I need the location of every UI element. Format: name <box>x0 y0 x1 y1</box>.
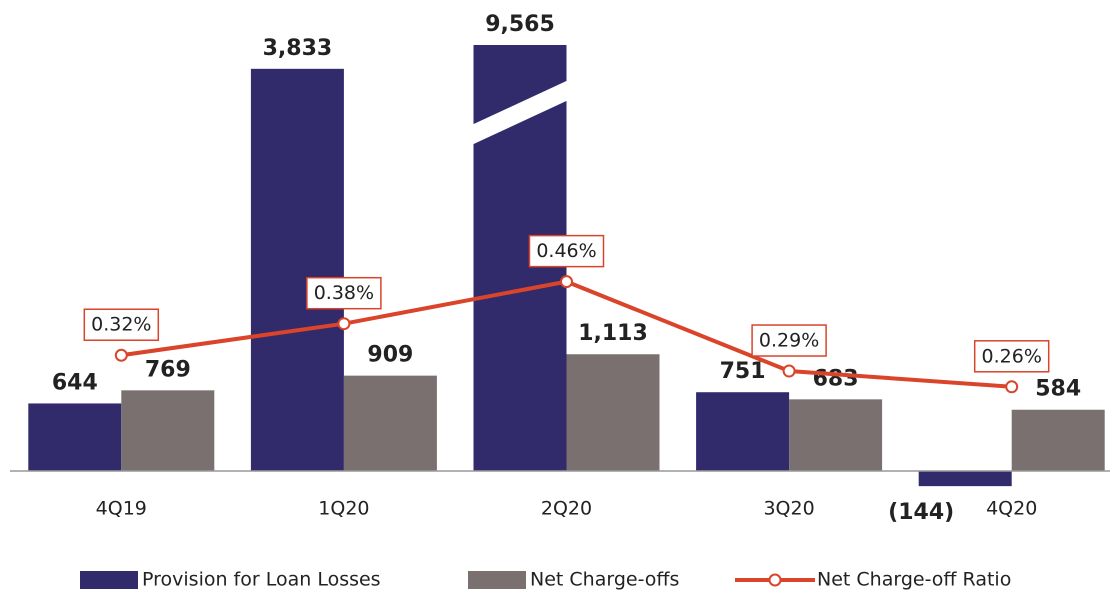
legend-label: Provision for Loan Losses <box>142 569 381 591</box>
ratio-point <box>114 348 128 362</box>
x-tick-label: 3Q20 <box>763 498 814 520</box>
legend-point <box>768 573 782 587</box>
bar <box>28 403 122 472</box>
legend-label: Net Charge-offs <box>530 569 679 591</box>
ratio-point <box>782 364 796 378</box>
value-label: 584 <box>1035 377 1081 402</box>
legend-label: Net Charge-off Ratio <box>817 569 1011 591</box>
ratio-label: 0.32% <box>91 314 151 336</box>
bar <box>1011 409 1105 472</box>
value-label: 909 <box>367 343 413 368</box>
x-tick-label: 1Q20 <box>318 498 369 520</box>
ratio-box <box>83 308 160 341</box>
value-label: 3,833 <box>263 36 333 61</box>
value-label: (144) <box>888 500 954 525</box>
ratio-label: 0.38% <box>314 282 374 304</box>
bar <box>918 471 1012 487</box>
ratio-box <box>528 234 605 268</box>
ratio-box <box>306 276 382 310</box>
ratio-box <box>751 324 827 357</box>
legend-swatch <box>80 571 138 589</box>
ratio-point <box>337 317 351 331</box>
value-label: 1,113 <box>578 321 648 346</box>
ratio-box <box>973 340 1050 373</box>
ratio-label: 0.29% <box>759 330 819 352</box>
bar <box>566 354 660 472</box>
value-label: 644 <box>52 370 98 395</box>
bar <box>343 375 437 472</box>
ratio-label: 0.26% <box>982 345 1042 367</box>
x-tick-label: 4Q20 <box>986 498 1037 520</box>
axis-break <box>471 80 569 145</box>
x-tick-label: 4Q19 <box>96 498 147 520</box>
legend-swatch <box>468 571 526 589</box>
value-label: 751 <box>720 359 766 384</box>
bar <box>250 68 344 472</box>
ratio-label: 0.46% <box>536 240 596 262</box>
bar <box>696 392 790 472</box>
x-tick-label: 2Q20 <box>541 498 592 520</box>
value-label: 9,565 <box>485 12 555 37</box>
bar <box>121 390 215 472</box>
ratio-point <box>1005 380 1019 394</box>
value-label: 769 <box>145 357 191 382</box>
ratio-point <box>560 275 573 289</box>
value-label: 683 <box>813 366 859 391</box>
bar <box>789 399 883 472</box>
